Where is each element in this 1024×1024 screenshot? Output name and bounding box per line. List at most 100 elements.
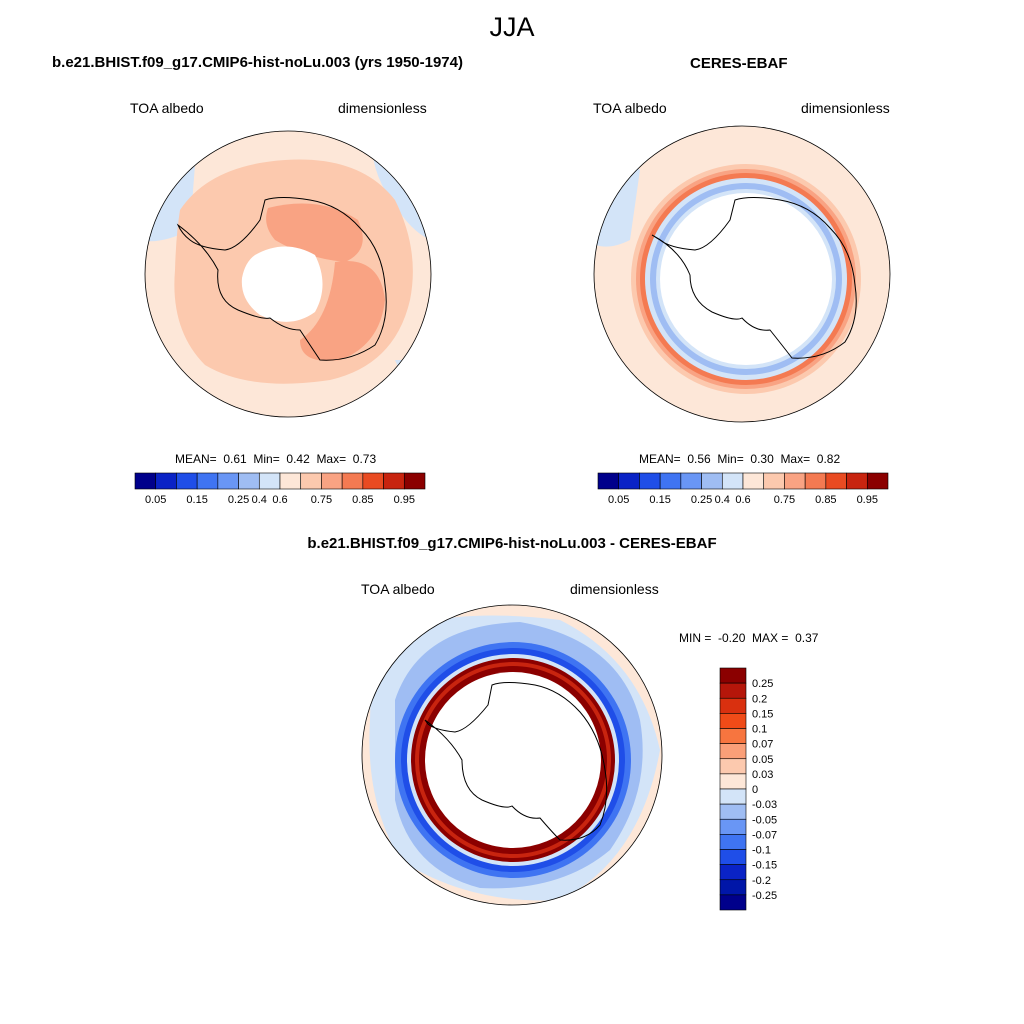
diff-units-label: dimensionless [570, 581, 659, 597]
obs-min-value: 0.30 [750, 452, 774, 466]
obs-missing-data-core [660, 193, 832, 365]
diff-missing-data-core [425, 672, 601, 848]
model-colorbar-swatch [176, 472, 198, 490]
diff-colorbar-swatch [719, 894, 747, 911]
model-colorbar-tick-label: 0.05 [145, 494, 166, 506]
obs-colorbar: 0.05 0.15 0.25 0.4 0.6 0.75 0.85 0.95 [597, 472, 889, 506]
model-min-label: Min= [253, 452, 280, 466]
obs-panel-title: CERES-EBAF [690, 55, 788, 72]
model-panel-title: b.e21.BHIST.f09_g17.CMIP6-hist-noLu.003 … [52, 54, 463, 71]
diff-colorbar-swatch [719, 773, 747, 790]
diff-colorbar-swatch [719, 728, 747, 744]
obs-min-label: Min= [717, 452, 744, 466]
diff-variable-label: TOA albedo [361, 581, 435, 597]
model-colorbar-swatch [238, 472, 260, 490]
obs-map [593, 125, 891, 423]
model-missing-data-hole [241, 246, 323, 322]
diff-colorbar-swatch [719, 834, 747, 850]
obs-colorbar-swatch [763, 472, 785, 490]
obs-max-value: 0.82 [816, 452, 841, 466]
obs-map-border [593, 125, 891, 423]
model-colorbar-swatch [300, 472, 322, 490]
diff-coastline [424, 682, 608, 841]
model-colorbar-swatch [134, 472, 157, 490]
diff-colorbar-tick-label: -0.05 [752, 814, 777, 826]
model-colorbar-swatch [403, 472, 426, 490]
obs-max-label: Max= [780, 452, 811, 466]
model-units-label: dimensionless [338, 100, 427, 116]
diff-colorbar-tick-label: -0.1 [752, 845, 771, 857]
diff-colorbar-tick-label: 0.07 [752, 739, 773, 751]
model-colorbar-swatch [196, 472, 219, 490]
model-colorbar-swatch [155, 472, 177, 490]
diff-map-border [361, 604, 663, 906]
obs-colorbar-swatch [680, 472, 702, 490]
obs-colorbar-swatch [742, 472, 765, 490]
obs-colorbar-swatch [701, 472, 723, 490]
model-coastline [176, 197, 387, 361]
diff-stats: MIN = -0.20 MAX = 0.37 [679, 631, 818, 645]
obs-coastline [651, 197, 857, 359]
obs-colorbar-tick-label: 0.85 [815, 494, 836, 506]
obs-mean-label: MEAN= [639, 452, 681, 466]
diff-colorbar-tick-label: 0.1 [752, 724, 767, 736]
diff-colorbar-tick-label: -0.15 [752, 860, 777, 872]
diff-max-value: 0.37 [795, 631, 819, 645]
obs-colorbar-swatch [784, 472, 806, 490]
obs-mean-value: 0.56 [687, 452, 711, 466]
model-colorbar-tick-label: 0.95 [394, 494, 415, 506]
obs-colorbar-tick-label: 0.75 [774, 494, 795, 506]
model-colorbar-swatch [217, 472, 239, 490]
diff-colorbar-tick-label: -0.07 [752, 829, 777, 841]
obs-colorbar-tick-label: 0.6 [735, 494, 750, 506]
diff-panel-title: b.e21.BHIST.f09_g17.CMIP6-hist-noLu.003 … [307, 535, 717, 552]
diff-colorbar-swatch [719, 788, 747, 805]
obs-colorbar-swatch [866, 472, 889, 490]
obs-variable-label: TOA albedo [593, 100, 667, 116]
model-map-border [144, 130, 432, 418]
obs-colorbar-tick-label: 0.25 [691, 494, 712, 506]
diff-colorbar-swatch [719, 758, 747, 775]
model-max-value: 0.73 [352, 452, 377, 466]
diff-colorbar: 0.25 0.2 0.15 0.1 0.07 0.05 0.03 0 -0.03 -0.05 -0.… [719, 667, 777, 911]
diff-colorbar-swatch [719, 849, 747, 865]
obs-colorbar-swatch [659, 472, 682, 490]
diff-colorbar-swatch [719, 879, 747, 896]
obs-colorbar-swatch [804, 472, 827, 490]
diff-colorbar-swatch [719, 697, 747, 714]
obs-colorbar-swatch [618, 472, 640, 490]
diff-colorbar-swatch [719, 818, 747, 835]
diff-colorbar-tick-label: -0.2 [752, 875, 771, 887]
model-colorbar-swatch [362, 472, 384, 490]
diff-colorbar-swatch [719, 713, 747, 729]
model-map [144, 130, 432, 418]
diff-colorbar-swatch [719, 743, 747, 760]
diff-colorbar-tick-label: -0.25 [752, 890, 777, 902]
model-colorbar-swatch [341, 472, 364, 490]
model-colorbar-swatch [258, 472, 281, 490]
obs-stats: MEAN= 0.56 Min= 0.30 Max= 0.82 [639, 452, 840, 466]
model-colorbar-swatch [383, 472, 405, 490]
model-stats: MEAN= 0.61 Min= 0.42 Max= 0.73 [175, 452, 376, 466]
diff-colorbar-tick-label: 0.03 [752, 769, 773, 781]
diff-colorbar-swatch [719, 864, 747, 881]
diff-min-value: -0.20 [718, 631, 746, 645]
model-colorbar-swatch [321, 472, 343, 490]
model-colorbar-tick-label: 0.6 [272, 494, 287, 506]
diff-colorbar-tick-label: 0.25 [752, 678, 773, 690]
diff-colorbar-tick-label: 0.2 [752, 693, 767, 705]
obs-colorbar-swatch [846, 472, 868, 490]
obs-colorbar-tick-label: 0.05 [608, 494, 629, 506]
model-colorbar-tick-label: 0.75 [311, 494, 332, 506]
diff-colorbar-tick-label: -0.03 [752, 799, 777, 811]
model-colorbar-tick-label: 0.4 [252, 494, 267, 506]
model-colorbar: 0.05 0.15 0.25 0.4 0.6 0.75 0.85 0.95 [134, 472, 426, 506]
model-colorbar-tick-label: 0.25 [228, 494, 249, 506]
model-max-label: Max= [316, 452, 347, 466]
model-min-value: 0.42 [286, 452, 310, 466]
model-colorbar-tick-label: 0.85 [352, 494, 373, 506]
model-mean-value: 0.61 [223, 452, 247, 466]
diff-colorbar-tick-label: 0.05 [752, 754, 773, 766]
diff-colorbar-swatch [719, 667, 747, 684]
